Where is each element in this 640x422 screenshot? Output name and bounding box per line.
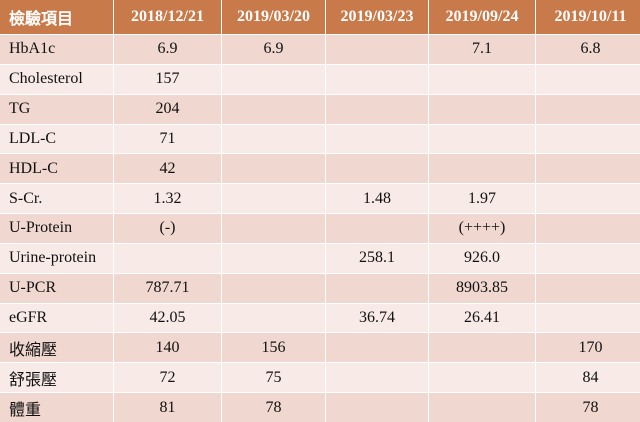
row-label: HDL-C (0, 154, 113, 184)
table-cell: 926.0 (429, 243, 535, 273)
header-cell: 2018/12/21 (114, 0, 221, 34)
table-cell (222, 273, 325, 303)
header-cell: 2019/03/23 (326, 0, 428, 34)
table-cell: 42 (114, 154, 221, 184)
table-cell: 6.9 (114, 35, 221, 64)
table-cell: 6.9 (222, 35, 325, 64)
table-cell (536, 243, 640, 273)
table-cell: 170 (536, 333, 640, 363)
table-cell: 42.05 (114, 303, 221, 333)
row-label: 舒張壓 (0, 363, 113, 393)
table-cell (536, 184, 640, 214)
table-cell (536, 303, 640, 333)
table-cell: 81 (114, 393, 221, 422)
row-label: LDL-C (0, 124, 113, 154)
header-cell: 2019/10/11 (536, 0, 640, 34)
row-label: U-Protein (0, 214, 113, 243)
table-cell: 84 (536, 363, 640, 393)
table-cell (429, 64, 535, 94)
table-cell (326, 35, 428, 64)
table-cell (326, 393, 428, 422)
row-label: TG (0, 94, 113, 124)
table-cell (536, 214, 640, 243)
table-cell: 1.32 (114, 184, 221, 214)
table-cell: (++++) (429, 214, 535, 243)
table-cell (326, 124, 428, 154)
header-cell: 檢驗項目 (0, 0, 113, 34)
table-cell (429, 124, 535, 154)
table-cell (326, 214, 428, 243)
table-cell: 787.71 (114, 273, 221, 303)
table-cell: 258.1 (326, 243, 428, 273)
table-cell (222, 303, 325, 333)
table-cell: 157 (114, 64, 221, 94)
table-cell: 71 (114, 124, 221, 154)
table-cell: 36.74 (326, 303, 428, 333)
table-cell (222, 243, 325, 273)
table-cell: 72 (114, 363, 221, 393)
table-cell (326, 64, 428, 94)
table-cell (222, 214, 325, 243)
table-cell: 75 (222, 363, 325, 393)
table-cell: 156 (222, 333, 325, 363)
table-cell (536, 273, 640, 303)
table-cell (536, 94, 640, 124)
row-label: 體重 (0, 393, 113, 422)
table-cell: (-) (114, 214, 221, 243)
table-cell: 78 (536, 393, 640, 422)
row-label: Urine-protein (0, 243, 113, 273)
row-label: Cholesterol (0, 64, 113, 94)
table-cell: 1.48 (326, 184, 428, 214)
table-cell: 1.97 (429, 184, 535, 214)
table-cell (222, 64, 325, 94)
table-cell (222, 94, 325, 124)
row-label: HbA1c (0, 35, 113, 64)
table-cell: 7.1 (429, 35, 535, 64)
table-cell (326, 333, 428, 363)
table-cell: 8903.85 (429, 273, 535, 303)
table-cell (536, 124, 640, 154)
table-cell (222, 124, 325, 154)
table-cell: 26.41 (429, 303, 535, 333)
table-cell (114, 243, 221, 273)
table-cell (429, 154, 535, 184)
table-cell: 204 (114, 94, 221, 124)
header-cell: 2019/09/24 (429, 0, 535, 34)
row-label: 收縮壓 (0, 333, 113, 363)
table-cell (326, 94, 428, 124)
table-cell (222, 184, 325, 214)
table-cell (536, 64, 640, 94)
header-cell: 2019/03/20 (222, 0, 325, 34)
table-cell (326, 273, 428, 303)
table-cell: 78 (222, 393, 325, 422)
table-cell (429, 393, 535, 422)
table-cell: 6.8 (536, 35, 640, 64)
table-cell (429, 363, 535, 393)
table-cell (326, 154, 428, 184)
table-cell (536, 154, 640, 184)
row-label: U-PCR (0, 273, 113, 303)
table-cell (429, 94, 535, 124)
table-cell (222, 154, 325, 184)
row-label: S-Cr. (0, 184, 113, 214)
table-cell: 140 (114, 333, 221, 363)
row-label: eGFR (0, 303, 113, 333)
table-cell (429, 333, 535, 363)
table-cell (326, 363, 428, 393)
